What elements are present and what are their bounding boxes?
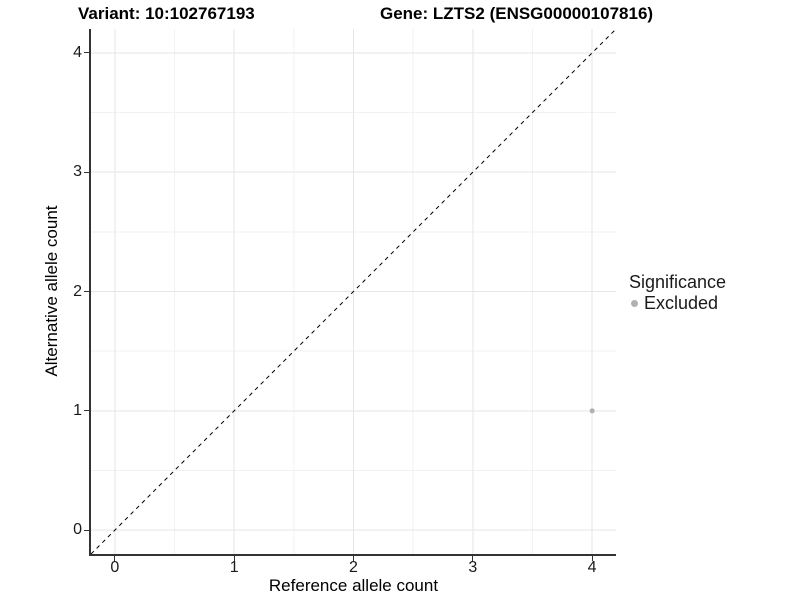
y-tick-mark [84,529,89,531]
x-tick-mark [472,556,474,561]
y-tick-label: 0 [73,521,82,539]
x-tick-mark [591,556,593,561]
y-tick-label: 4 [73,43,82,61]
legend: Significance Excluded [629,272,726,313]
x-tick-mark [114,556,116,561]
identity-dashed-line [91,29,616,554]
y-tick-mark [84,410,89,412]
y-tick-mark [84,171,89,173]
dot-icon [631,299,638,307]
legend-item-label: Excluded [644,293,719,313]
x-tick-label: 1 [229,559,239,576]
x-tick-mark [353,556,354,561]
data-point [589,408,595,414]
plot-panel [89,29,616,556]
x-axis-title: Reference allele count [268,576,439,595]
legend-title: Significance [629,272,727,292]
plot-title-gene: Gene: LZTS2 (ENSG00000107816) [380,4,654,23]
x-tick-label: 2 [349,559,358,576]
y-tick-mark [84,291,89,292]
plot-title-variant: Variant: 10:102767193 [78,4,255,23]
x-tick-mark [233,556,235,561]
x-tick-label: 3 [468,559,478,576]
legend-item-excluded: Excluded [629,293,726,313]
y-tick-mark [84,52,89,54]
x-tick-label: 4 [587,559,597,576]
y-tick-label: 1 [73,401,82,419]
y-tick-label: 2 [73,282,82,300]
x-tick-label: 0 [110,559,120,576]
y-tick-label: 3 [73,163,82,181]
scatter-plot-area [91,29,616,554]
